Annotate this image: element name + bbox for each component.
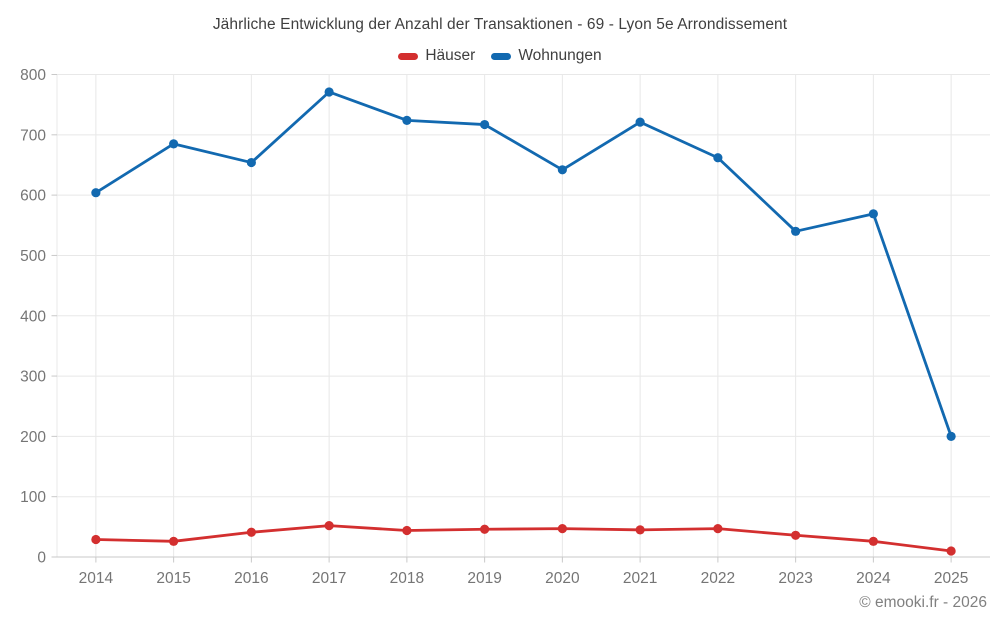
x-axis-label: 2018: [390, 570, 424, 587]
data-point-wohnungen-2022[interactable]: [713, 153, 723, 163]
data-point-wohnungen-2019[interactable]: [480, 119, 490, 130]
legend-label-wohnungen: Wohnungen: [518, 47, 602, 64]
y-axis-label: 600: [20, 188, 46, 205]
y-axis-label: 800: [20, 67, 46, 84]
y-axis-label: 0: [37, 550, 46, 567]
x-axis-label: 2025: [934, 570, 968, 587]
data-point-häuser-2018[interactable]: [402, 525, 412, 536]
x-axis-label: 2014: [79, 570, 114, 587]
chart-title: Jährliche Entwicklung der Anzahl der Tra…: [212, 16, 788, 33]
data-point-häuser-2022[interactable]: [713, 524, 723, 534]
x-axis-label: 2022: [701, 570, 735, 587]
data-point-wohnungen-2025[interactable]: [946, 431, 956, 441]
data-point-wohnungen-2014[interactable]: [91, 188, 101, 198]
chart-legend: Häuser Wohnungen: [0, 47, 1000, 65]
y-axis-label: 200: [20, 429, 46, 446]
data-point-häuser-2024[interactable]: [868, 536, 878, 546]
data-point-wohnungen-2017[interactable]: [324, 87, 334, 97]
series-line-häuser: [94, 524, 953, 553]
legend-item-hauser[interactable]: Häuser: [398, 47, 475, 65]
y-axis-label: 300: [20, 369, 46, 386]
data-point-häuser-2019[interactable]: [480, 524, 490, 534]
data-point-wohnungen-2023[interactable]: [791, 226, 801, 236]
data-point-wohnungen-2021[interactable]: [635, 117, 645, 127]
x-axis-label: 2020: [545, 570, 580, 587]
data-point-häuser-2021[interactable]: [635, 525, 645, 535]
x-axis-label: 2017: [312, 570, 346, 587]
data-point-häuser-2020[interactable]: [557, 524, 567, 534]
data-point-wohnungen-2015[interactable]: [169, 139, 179, 149]
x-axis-label: 2021: [623, 570, 657, 587]
legend-swatch-wohnungen-icon: [491, 52, 512, 60]
data-point-wohnungen-2020[interactable]: [557, 165, 567, 175]
y-axis-label: 100: [20, 489, 46, 506]
series-line-wohnungen: [94, 90, 953, 438]
x-axis-label: 2016: [234, 570, 268, 587]
data-point-wohnungen-2018[interactable]: [402, 115, 412, 125]
data-point-häuser-2016[interactable]: [246, 527, 256, 537]
y-axis-label: 500: [20, 248, 46, 265]
x-axis-label: 2024: [856, 570, 891, 587]
data-point-wohnungen-2024[interactable]: [868, 209, 878, 219]
data-point-häuser-2025[interactable]: [946, 546, 956, 556]
data-point-häuser-2015[interactable]: [169, 536, 179, 546]
data-point-häuser-2017[interactable]: [324, 521, 334, 531]
data-point-häuser-2014[interactable]: [91, 534, 101, 545]
x-axis-label: 2019: [467, 570, 501, 587]
copyright-text: © emooki.fr - 2026: [859, 594, 987, 611]
y-axis-label: 400: [20, 308, 46, 325]
y-axis-label: 700: [20, 127, 46, 144]
data-point-wohnungen-2016[interactable]: [246, 157, 256, 168]
data-point-häuser-2023[interactable]: [791, 530, 801, 540]
legend-swatch-hauser-icon: [398, 52, 419, 60]
x-axis-label: 2015: [156, 570, 190, 587]
legend-label-hauser: Häuser: [425, 47, 476, 64]
legend-item-wohnungen[interactable]: Wohnungen: [491, 47, 602, 65]
x-axis-label: 2023: [778, 570, 812, 587]
